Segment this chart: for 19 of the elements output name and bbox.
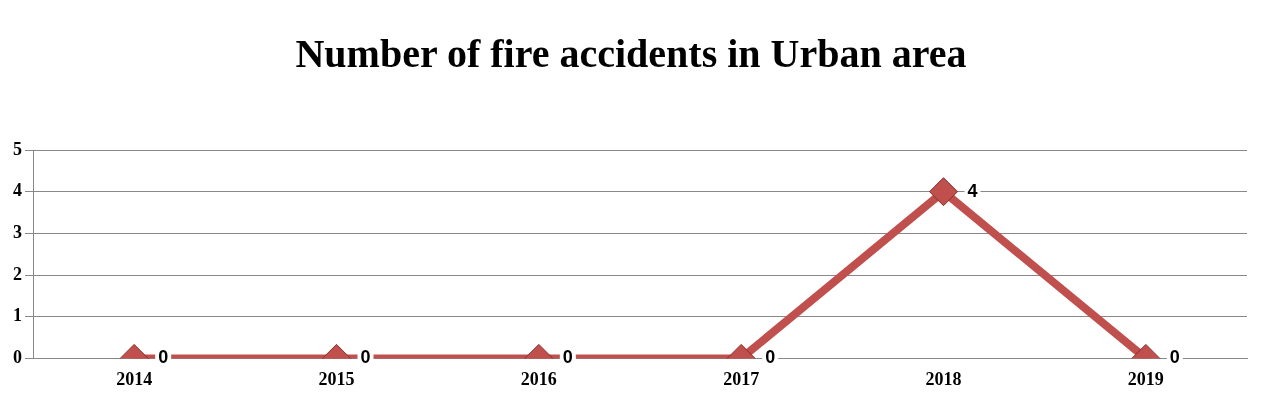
data-label: 0 — [360, 347, 371, 368]
x-tick-label: 2014 — [116, 368, 153, 389]
y-tick-label: 3 — [13, 222, 22, 243]
y-tick-label: 1 — [13, 305, 22, 326]
y-tick-label: 2 — [13, 263, 22, 284]
x-tick-label: 2016 — [520, 368, 557, 389]
y-tick-label: 0 — [13, 347, 22, 368]
data-label: 4 — [967, 180, 978, 201]
x-tick-label: 2019 — [1127, 368, 1164, 389]
x-tick-label: 2015 — [318, 368, 355, 389]
chart-title: Number of fire accidents in Urban area — [294, 30, 968, 77]
y-tick-label: 4 — [13, 180, 22, 201]
data-label: 0 — [562, 347, 573, 368]
x-tick-label: 2017 — [723, 368, 760, 389]
data-label: 0 — [1169, 347, 1180, 368]
data-label: 0 — [765, 347, 776, 368]
data-label: 0 — [158, 347, 169, 368]
y-tick-label: 5 — [13, 138, 22, 159]
x-tick-label: 2018 — [925, 368, 962, 389]
